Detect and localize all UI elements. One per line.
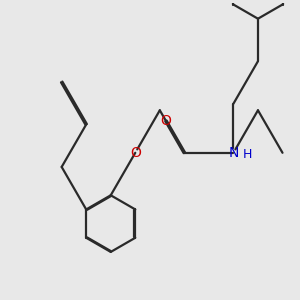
Text: O: O	[130, 146, 141, 160]
Text: O: O	[160, 114, 171, 128]
Text: H: H	[242, 148, 252, 161]
Text: N: N	[228, 146, 239, 160]
